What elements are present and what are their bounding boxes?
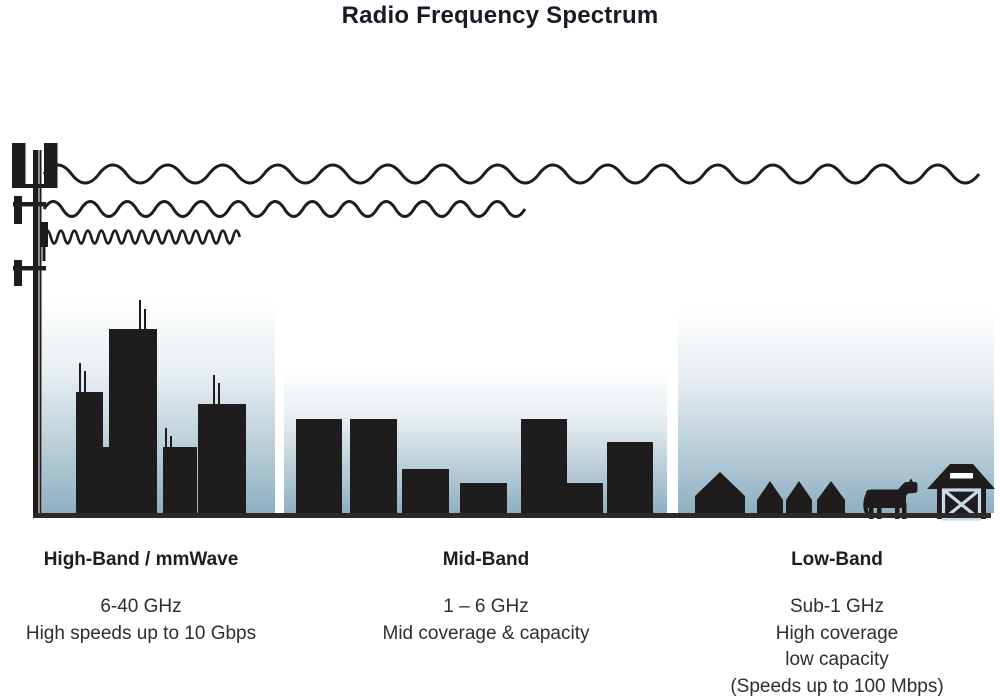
building [163, 447, 197, 513]
building [109, 329, 157, 513]
house-icon [757, 481, 783, 513]
high-band-label-block: High-Band / mmWave 6-40 GHz High speeds … [8, 549, 274, 647]
city-skyline [76, 300, 246, 513]
house-icon [817, 481, 845, 513]
building [460, 483, 507, 513]
medium-wavelength-wave [42, 200, 527, 218]
low-band-detail: (Speeds up to 100 Mbps) [730, 675, 944, 697]
low-band-label-block: Low-Band Sub-1 GHz High coverage low cap… [704, 549, 970, 700]
mid-band-range: 1 – 6 GHz [443, 596, 529, 617]
mid-band-detail: Mid coverage & capacity [382, 622, 590, 644]
building [350, 419, 397, 513]
building [76, 392, 103, 513]
house-icon [786, 481, 812, 513]
ground-line [33, 513, 991, 518]
cow-icon [863, 478, 918, 519]
building [103, 447, 109, 513]
low-band-range: Sub-1 GHz [790, 596, 884, 617]
high-band-title: High-Band / mmWave [43, 549, 239, 570]
midrise-buildings [296, 419, 653, 513]
house-icon [695, 472, 745, 513]
building [607, 442, 653, 513]
short-wavelength-wave [42, 229, 242, 245]
rural-farm [695, 464, 995, 521]
low-band-detail: High coverage [775, 622, 899, 644]
cell-tower-icon [12, 143, 58, 516]
high-band-detail: High speeds up to 10 Gbps [25, 622, 257, 644]
low-band-detail: low capacity [785, 649, 889, 670]
low-band-title: Low-Band [791, 549, 883, 570]
mid-band-label-block: Mid-Band 1 – 6 GHz Mid coverage & capaci… [356, 549, 616, 647]
page-title: Radio Frequency Spectrum [341, 2, 659, 29]
building [198, 404, 246, 513]
long-wavelength-wave [42, 163, 981, 185]
high-band-range: 6-40 GHz [100, 596, 182, 617]
mid-band-title: Mid-Band [442, 549, 530, 570]
building [567, 483, 603, 513]
building [296, 419, 342, 513]
radio-waves [42, 163, 981, 245]
building [521, 419, 567, 513]
building [402, 469, 449, 513]
rooftop-antennas [79, 300, 220, 447]
